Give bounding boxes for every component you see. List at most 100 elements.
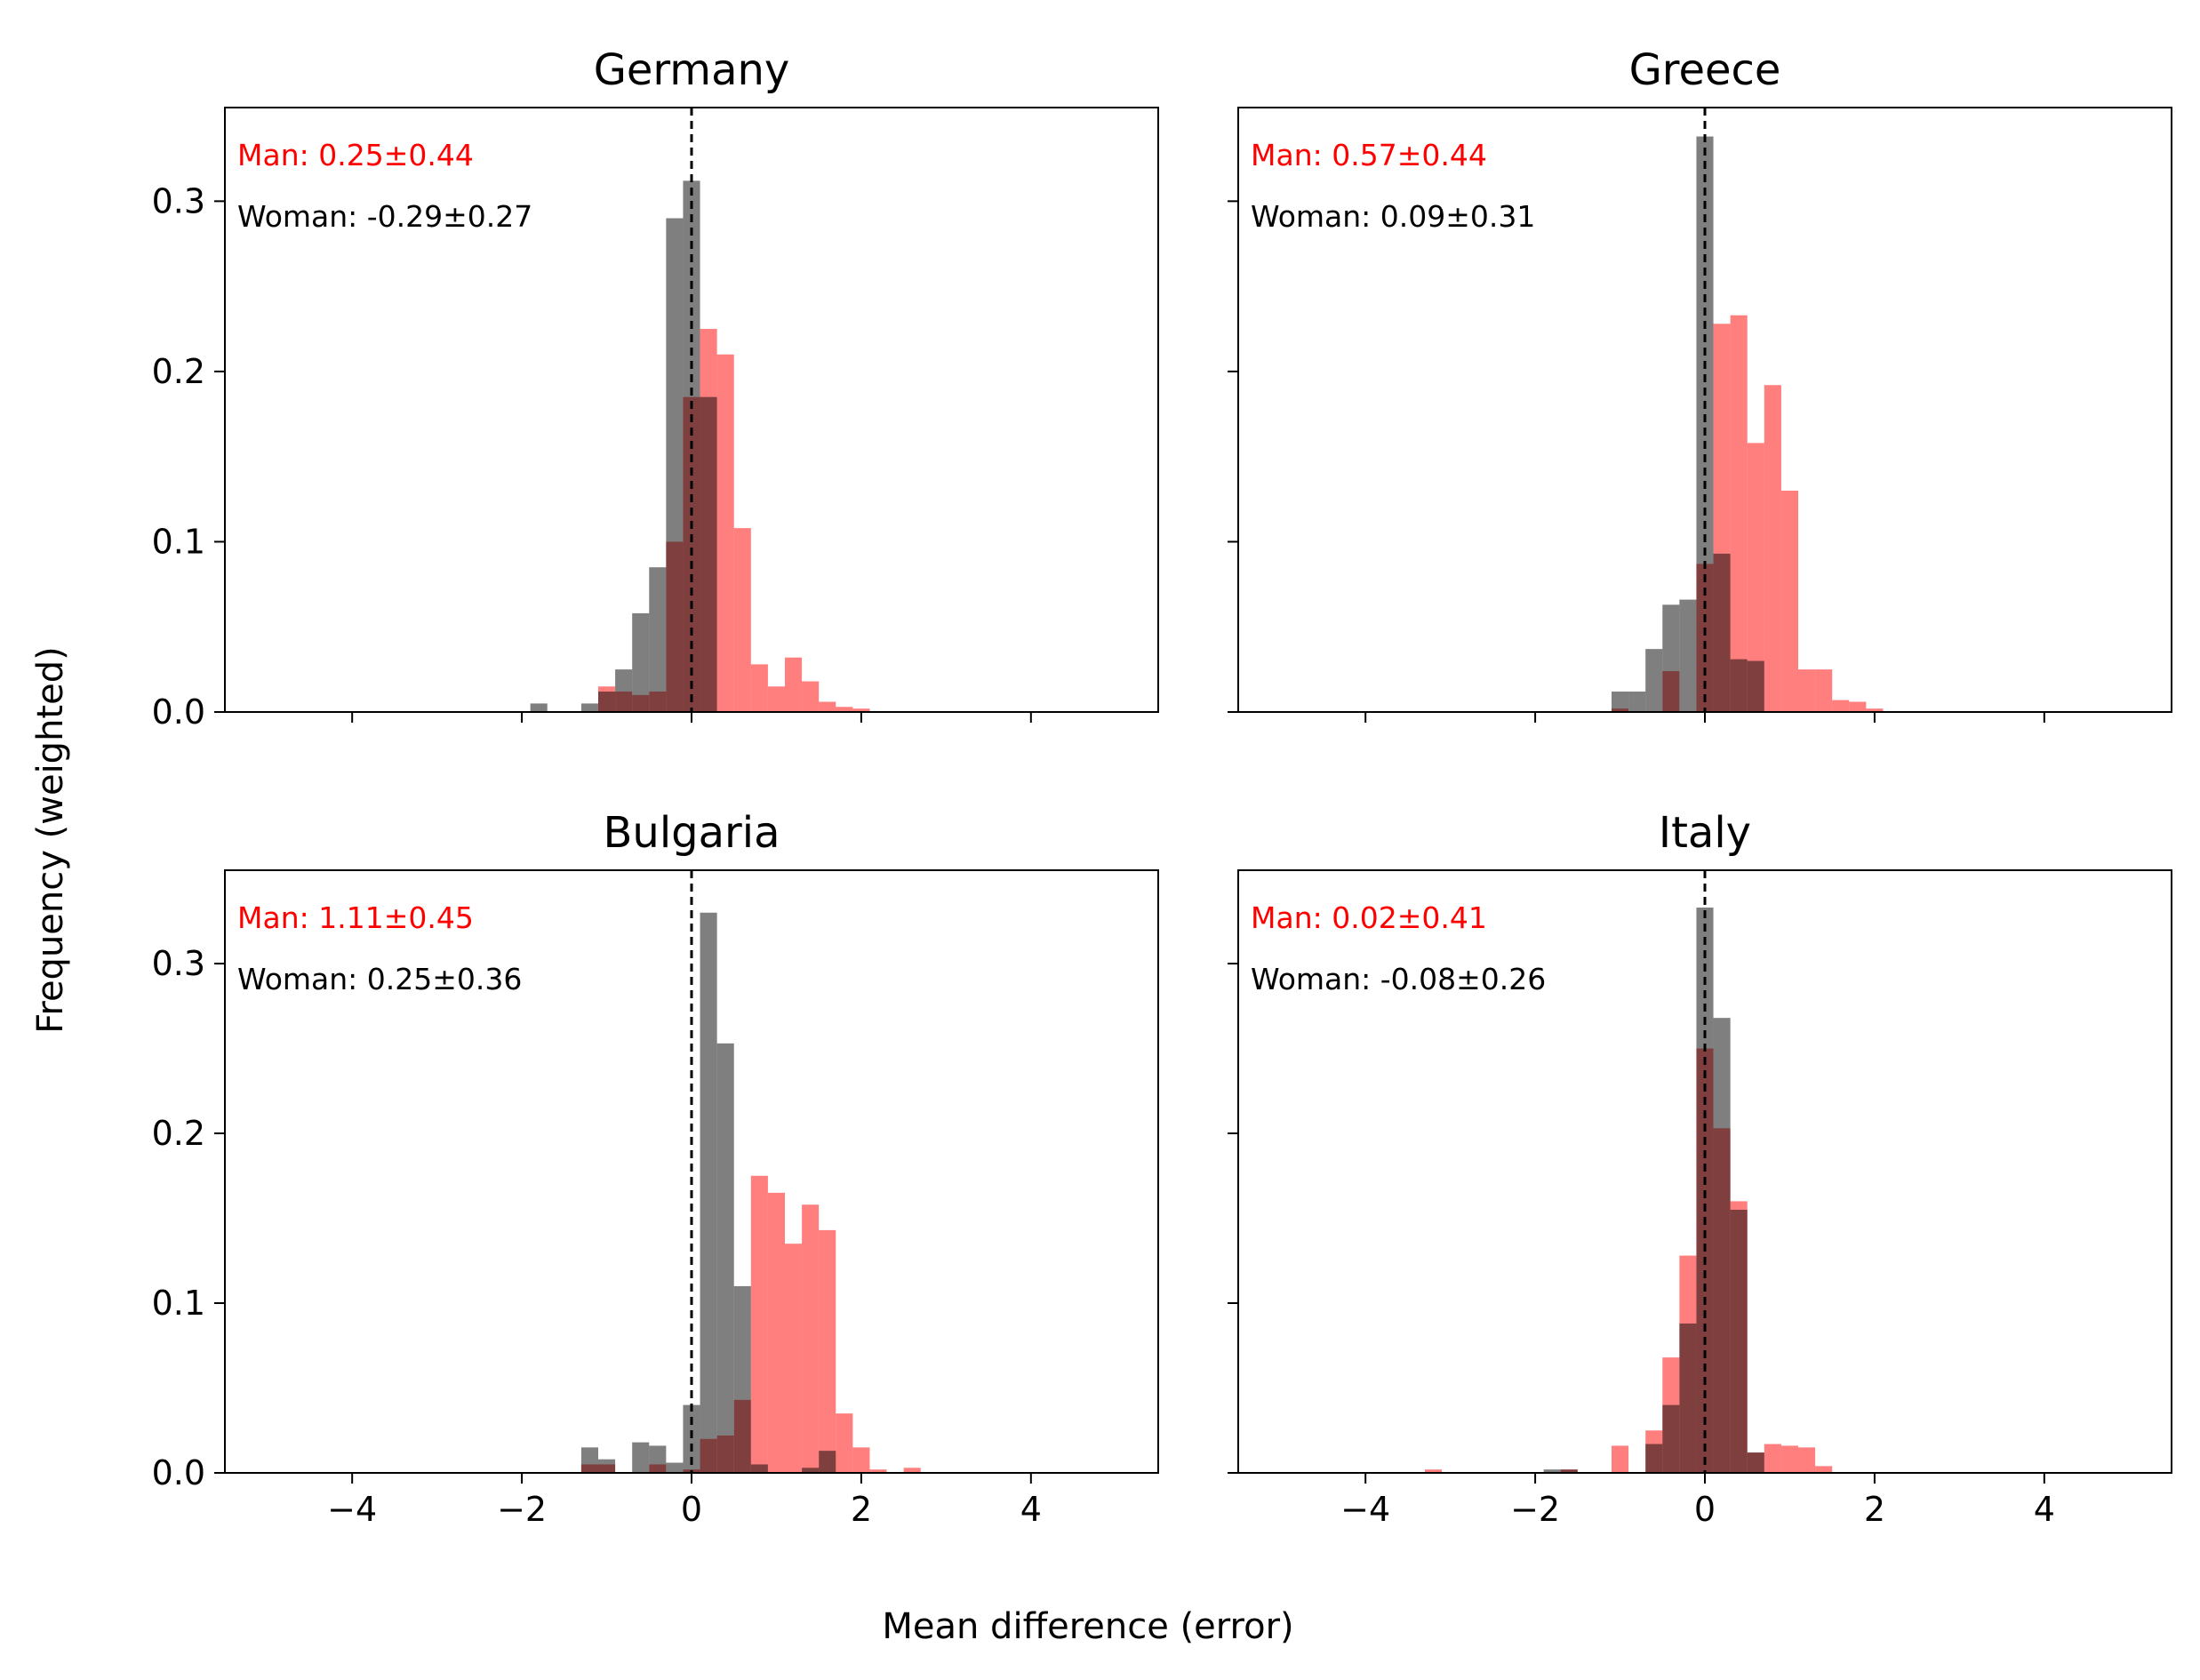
histogram-bar bbox=[1832, 700, 1850, 712]
histogram-bar bbox=[700, 912, 717, 1473]
histogram-bar bbox=[785, 1244, 803, 1473]
man-stat-annotation: Man: 0.57±0.44 bbox=[1251, 138, 1487, 172]
panel-bulgaria: −4 −2 0 2 4 0.0 0.1 0.2 0.3 Bulgaria Man: 1.11±0.4… bbox=[152, 808, 1159, 1529]
histogram-bar bbox=[1662, 1404, 1680, 1473]
histogram-bar bbox=[750, 664, 768, 712]
histogram-bar bbox=[1780, 490, 1798, 712]
histogram-bar bbox=[530, 703, 548, 712]
histogram-bar bbox=[750, 1175, 768, 1473]
panel-title: Bulgaria bbox=[603, 808, 780, 858]
histogram-bar bbox=[649, 1445, 667, 1473]
histogram-bar bbox=[1764, 385, 1781, 712]
y-tick-label: 0.1 bbox=[152, 522, 205, 561]
x-tick-label: 2 bbox=[1864, 1490, 1885, 1529]
histogram-bar bbox=[819, 701, 836, 712]
histogram-bar bbox=[1798, 669, 1816, 712]
histogram-bar bbox=[1747, 660, 1764, 712]
histogram-bar bbox=[1849, 701, 1867, 712]
histogram-bar bbox=[1798, 1447, 1816, 1473]
histogram-bar bbox=[869, 1469, 887, 1473]
woman-stat-annotation: Woman: 0.09±0.31 bbox=[1251, 199, 1535, 234]
x-tick-label: −4 bbox=[1340, 1490, 1390, 1529]
histogram-bar bbox=[649, 567, 667, 712]
histogram-bar bbox=[1679, 599, 1697, 712]
histogram-bar bbox=[666, 1462, 684, 1473]
histogram-bar bbox=[700, 396, 717, 712]
figure-xlabel: Mean difference (error) bbox=[882, 1606, 1293, 1647]
histogram-bar bbox=[852, 708, 870, 712]
histogram-bar bbox=[1713, 1018, 1731, 1473]
histogram-bar bbox=[903, 1468, 921, 1473]
x-tick-label: 2 bbox=[851, 1490, 872, 1529]
histogram-bar bbox=[852, 1447, 870, 1473]
histogram-bar bbox=[1866, 708, 1884, 712]
histogram-bar bbox=[1612, 1445, 1629, 1473]
histogram-bar bbox=[1425, 1469, 1443, 1473]
series-woman-germany bbox=[530, 180, 717, 712]
histogram-bar bbox=[1730, 315, 1748, 712]
man-stat-annotation: Man: 0.02±0.41 bbox=[1251, 900, 1487, 935]
x-tick-label: −2 bbox=[1510, 1490, 1560, 1529]
histogram-bar bbox=[767, 686, 785, 712]
histogram-bar bbox=[785, 657, 803, 712]
histogram-bar bbox=[819, 1229, 836, 1473]
histogram-bar bbox=[1543, 1469, 1561, 1473]
woman-stat-annotation: Woman: -0.29±0.27 bbox=[237, 199, 532, 234]
histogram-bar bbox=[1730, 659, 1748, 712]
x-tick-label: −4 bbox=[327, 1490, 377, 1529]
histogram-bar bbox=[1645, 649, 1663, 712]
panels: 0.0 0.1 0.2 0.3 Germany Man: 0.25±0.44 Woman: … bbox=[152, 45, 2172, 1529]
histogram-bar bbox=[1696, 136, 1714, 712]
series-woman-bulgaria bbox=[580, 912, 836, 1473]
histogram-bar bbox=[802, 1468, 820, 1473]
panel-germany: 0.0 0.1 0.2 0.3 Germany Man: 0.25±0.44 Woman: … bbox=[152, 45, 1159, 732]
histogram-bar bbox=[802, 681, 820, 712]
man-stat-annotation: Man: 0.25±0.44 bbox=[237, 138, 474, 172]
histogram-bar bbox=[1747, 1452, 1764, 1473]
histogram-bar bbox=[1662, 604, 1680, 712]
histogram-bar bbox=[1645, 1444, 1663, 1473]
x-tick-label: −2 bbox=[497, 1490, 547, 1529]
histogram-bar bbox=[733, 1285, 751, 1473]
histogram-bar bbox=[683, 1404, 700, 1473]
histogram-bar bbox=[632, 612, 650, 712]
histogram-bar bbox=[666, 218, 684, 712]
histogram-bar bbox=[580, 703, 598, 712]
woman-stat-annotation: Woman: -0.08±0.26 bbox=[1251, 962, 1546, 996]
histogram-bar bbox=[598, 1459, 616, 1473]
woman-stat-annotation: Woman: 0.25±0.36 bbox=[237, 962, 522, 996]
histogram-bar bbox=[802, 1204, 820, 1473]
man-stat-annotation: Man: 1.11±0.45 bbox=[237, 900, 474, 935]
histogram-bar bbox=[716, 1043, 734, 1473]
histogram-bar bbox=[1628, 692, 1646, 712]
histogram-bar bbox=[819, 1451, 836, 1473]
histogram-bar bbox=[1730, 1209, 1748, 1473]
panel-italy: −4 −2 0 2 4 Italy Man: 0.02±0.41 Woman: -0.08±0… bbox=[1228, 808, 2172, 1529]
y-tick-label: 0.3 bbox=[152, 181, 205, 220]
x-tick-label: 4 bbox=[1020, 1490, 1042, 1529]
histogram-bar bbox=[1747, 443, 1764, 712]
panel-title: Italy bbox=[1659, 808, 1751, 858]
x-tick-label: 0 bbox=[681, 1490, 702, 1529]
y-tick-label: 0.2 bbox=[152, 352, 205, 391]
panel-title: Germany bbox=[594, 45, 790, 95]
histogram-bar bbox=[733, 528, 751, 712]
histogram-bar bbox=[836, 1413, 853, 1473]
histogram-bar bbox=[836, 707, 853, 712]
panel-title: Greece bbox=[1629, 45, 1781, 95]
series-woman-greece bbox=[1612, 136, 1764, 712]
histogram-bar bbox=[716, 354, 734, 712]
y-tick-label: 0.0 bbox=[152, 692, 205, 732]
histogram-bar bbox=[580, 1447, 598, 1473]
histogram-bar bbox=[1764, 1444, 1781, 1473]
panel-greece: Greece Man: 0.57±0.44 Woman: 0.09±0.31 bbox=[1228, 45, 2172, 723]
histogram-bar bbox=[598, 692, 616, 712]
histogram-bar bbox=[1713, 553, 1731, 712]
x-tick-label: 0 bbox=[1694, 1490, 1716, 1529]
histogram-bar bbox=[1679, 1323, 1697, 1473]
histogram-bar bbox=[1560, 1469, 1578, 1473]
x-tick-label: 4 bbox=[2034, 1490, 2055, 1529]
y-tick-label: 0.2 bbox=[152, 1114, 205, 1153]
